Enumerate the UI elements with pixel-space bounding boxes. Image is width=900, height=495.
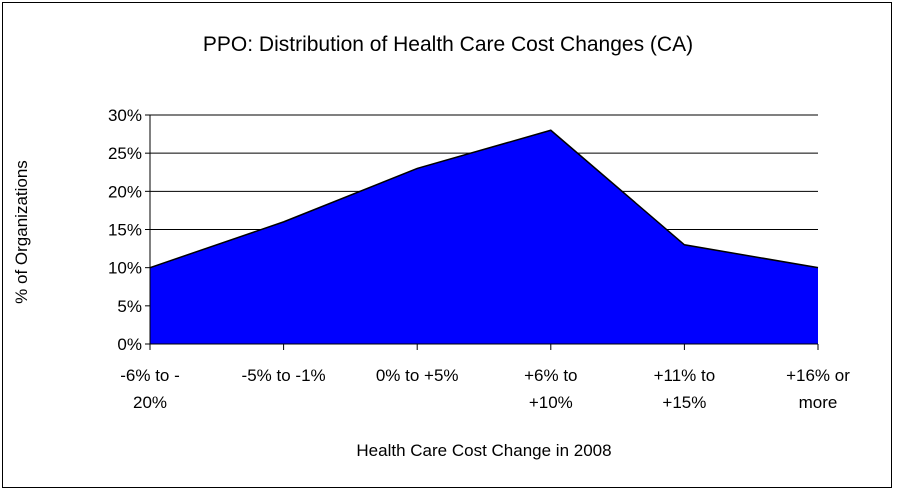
y-tick-label: 30% bbox=[108, 106, 142, 125]
x-tick-label: -6% to -20% bbox=[120, 366, 180, 412]
x-tick-label: +16% or more bbox=[786, 366, 850, 412]
y-tick-label: 10% bbox=[108, 259, 142, 278]
x-tick-label: 0% to +5% bbox=[376, 366, 459, 385]
y-tick-label: 15% bbox=[108, 221, 142, 240]
y-tick-label: 0% bbox=[117, 335, 142, 354]
y-tick-label: 25% bbox=[108, 144, 142, 163]
chart-title: PPO: Distribution of Health Care Cost Ch… bbox=[202, 33, 694, 56]
x-axis-label: Health Care Cost Change in 2008 bbox=[356, 441, 612, 460]
series-area bbox=[150, 130, 818, 344]
series-outline bbox=[149, 129, 819, 269]
x-tick-label: +6% to +10% bbox=[524, 366, 577, 412]
x-tick-label: -5% to -1% bbox=[242, 366, 326, 385]
y-tick-label: 5% bbox=[117, 297, 142, 316]
x-tick-label: +11% to +15% bbox=[654, 366, 716, 412]
y-tick-label: 20% bbox=[108, 182, 142, 201]
